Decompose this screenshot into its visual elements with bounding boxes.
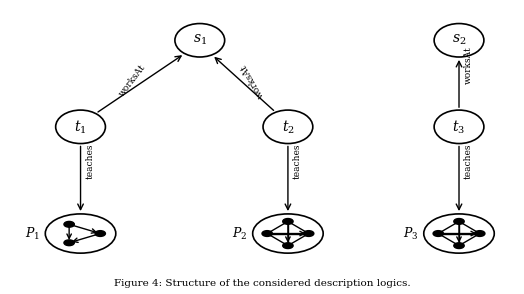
Text: worksAt: worksAt: [239, 62, 265, 100]
Text: $t_1$: $t_1$: [74, 118, 87, 136]
Circle shape: [64, 240, 74, 246]
Text: teaches: teaches: [293, 143, 302, 179]
Circle shape: [424, 214, 494, 253]
Text: $P_2$: $P_2$: [232, 225, 247, 242]
Text: teaches: teaches: [464, 143, 473, 179]
Circle shape: [253, 214, 323, 253]
Circle shape: [303, 231, 314, 236]
Text: $t_2$: $t_2$: [281, 118, 294, 136]
Text: worksAt: worksAt: [118, 63, 148, 98]
Circle shape: [433, 231, 443, 236]
Circle shape: [95, 231, 105, 236]
Text: $s_1$: $s_1$: [193, 33, 207, 47]
Circle shape: [454, 243, 464, 248]
Ellipse shape: [56, 110, 105, 143]
Ellipse shape: [175, 24, 225, 57]
Circle shape: [64, 221, 74, 227]
Circle shape: [45, 214, 116, 253]
Text: $s_2$: $s_2$: [452, 33, 466, 47]
Text: worksAt: worksAt: [464, 46, 473, 83]
Text: $t_3$: $t_3$: [452, 118, 465, 136]
Circle shape: [283, 218, 293, 224]
Ellipse shape: [434, 110, 484, 143]
Circle shape: [475, 231, 485, 236]
Text: $P_3$: $P_3$: [403, 225, 419, 242]
Circle shape: [283, 243, 293, 248]
Text: teaches: teaches: [85, 143, 94, 179]
Circle shape: [454, 218, 464, 224]
Ellipse shape: [434, 24, 484, 57]
Circle shape: [262, 231, 272, 236]
Ellipse shape: [263, 110, 313, 143]
Text: $P_1$: $P_1$: [25, 225, 40, 242]
Text: Figure 4: Structure of the considered description logics.: Figure 4: Structure of the considered de…: [114, 279, 410, 288]
